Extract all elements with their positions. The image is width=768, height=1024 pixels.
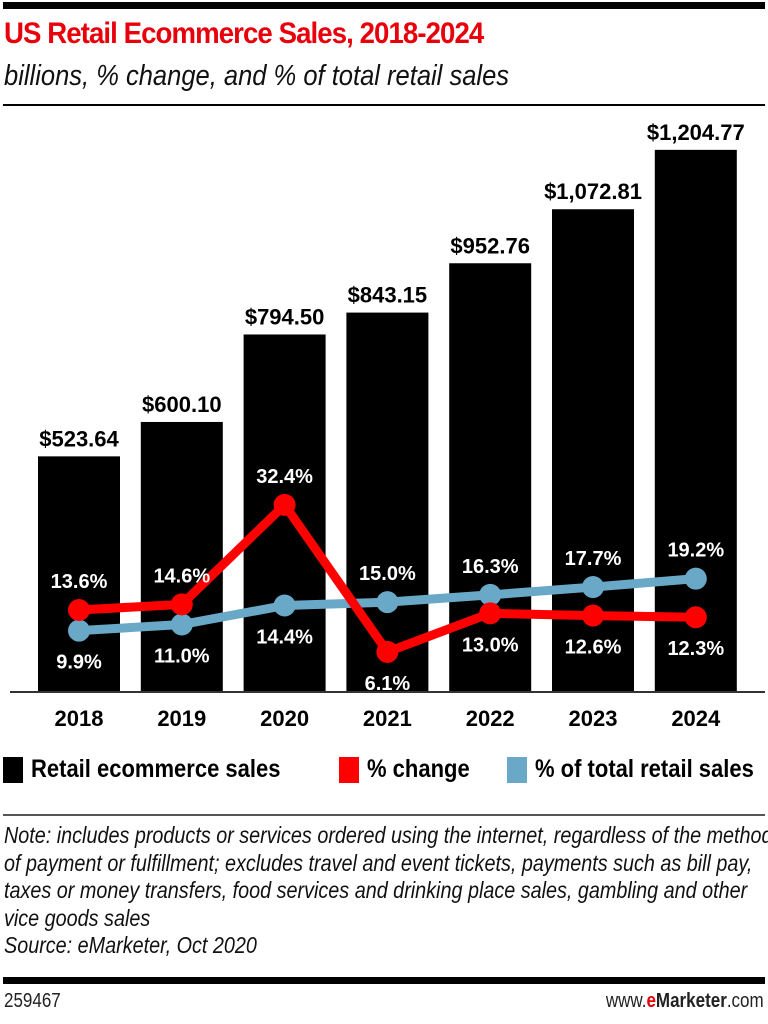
- change-label: 12.3%: [667, 638, 724, 660]
- change-label: 13.6%: [51, 571, 108, 593]
- x-tick-label: 2023: [569, 706, 618, 731]
- change-label: 32.4%: [256, 466, 313, 488]
- bar-value-label: $523.64: [39, 426, 119, 451]
- share-point: [273, 594, 296, 617]
- bar-value-label: $843.15: [348, 283, 428, 308]
- chart-id: 259467: [4, 990, 61, 1012]
- legend-item-change: % change: [338, 755, 484, 784]
- chart-area: $523.64 2018 $600.10 2019 $794.50 2020 $843.15…: [10, 120, 765, 731]
- emarketer-link[interactable]: www.eMarketer.com: [606, 990, 764, 1013]
- x-tick-label: 2018: [55, 706, 104, 731]
- legend-item-share: % of total retail sales: [507, 755, 768, 784]
- change-point: [170, 593, 193, 616]
- legend: Retail ecommerce sales % change % of tot…: [3, 755, 768, 784]
- legend-label: % change: [366, 755, 470, 783]
- x-tick-label: 2024: [671, 706, 721, 731]
- url-suffix: .com: [727, 990, 764, 1012]
- chart-subtitle: billions, % change, and % of total retai…: [4, 60, 510, 92]
- change-point: [68, 598, 90, 621]
- legend-divider: [3, 814, 765, 816]
- note: Note: includes products or services orde…: [4, 822, 768, 931]
- legend-label: % of total retail sales: [535, 755, 755, 783]
- bar-value-label: $952.76: [450, 233, 530, 258]
- bar-2024: [654, 149, 737, 692]
- legend-swatch-red: [338, 756, 359, 783]
- top-rule: [3, 2, 765, 9]
- share-point: [479, 583, 502, 606]
- change-point: [376, 640, 399, 663]
- logo-brand: Marketer: [656, 990, 728, 1012]
- chart-title: US Retail Ecommerce Sales, 2018-2024: [4, 17, 484, 50]
- note-text: Note: includes products or services orde…: [4, 822, 768, 960]
- legend-item-sales: Retail ecommerce sales: [3, 755, 315, 784]
- x-tick-label: 2019: [157, 706, 206, 731]
- change-point: [684, 606, 707, 629]
- share-point: [582, 576, 604, 599]
- bar-value-label: $600.10: [142, 392, 222, 417]
- bar-value-label: $1,072.81: [544, 179, 642, 204]
- share-label: 14.4%: [256, 627, 313, 649]
- change-point: [479, 602, 502, 625]
- bar-value-label: $1,204.77: [647, 120, 745, 145]
- footer-rule: [3, 977, 765, 984]
- share-label: 16.3%: [462, 556, 519, 578]
- bar-2018: [38, 456, 120, 692]
- legend-label: Retail ecommerce sales: [31, 755, 281, 783]
- change-point: [582, 604, 604, 627]
- share-point: [170, 613, 193, 636]
- header-divider: [3, 104, 765, 106]
- bar-2021: [346, 312, 429, 692]
- change-label: 6.1%: [365, 673, 411, 695]
- share-label: 19.2%: [667, 540, 724, 562]
- share-label: 15.0%: [359, 563, 416, 585]
- change-label: 14.6%: [153, 565, 210, 587]
- url-prefix: www.: [606, 990, 647, 1012]
- x-tick-label: 2020: [260, 706, 309, 731]
- x-tick-label: 2022: [466, 706, 515, 731]
- x-tick-label: 2021: [363, 706, 412, 731]
- logo-e: e: [646, 990, 657, 1012]
- bar-2019: [140, 421, 223, 692]
- change-point: [273, 493, 296, 516]
- legend-swatch-blue: [507, 756, 528, 783]
- share-point: [376, 591, 399, 614]
- share-label: 11.0%: [154, 646, 210, 668]
- source: Source: eMarketer, Oct 2020: [4, 932, 257, 958]
- share-point: [684, 567, 707, 590]
- legend-swatch-black: [3, 756, 23, 783]
- share-label: 9.9%: [56, 652, 102, 674]
- change-label: 12.6%: [565, 637, 622, 659]
- share-label: 17.7%: [565, 548, 622, 570]
- bar-value-label: $794.50: [245, 304, 325, 329]
- change-label: 13.0%: [462, 634, 519, 656]
- share-point: [68, 619, 90, 642]
